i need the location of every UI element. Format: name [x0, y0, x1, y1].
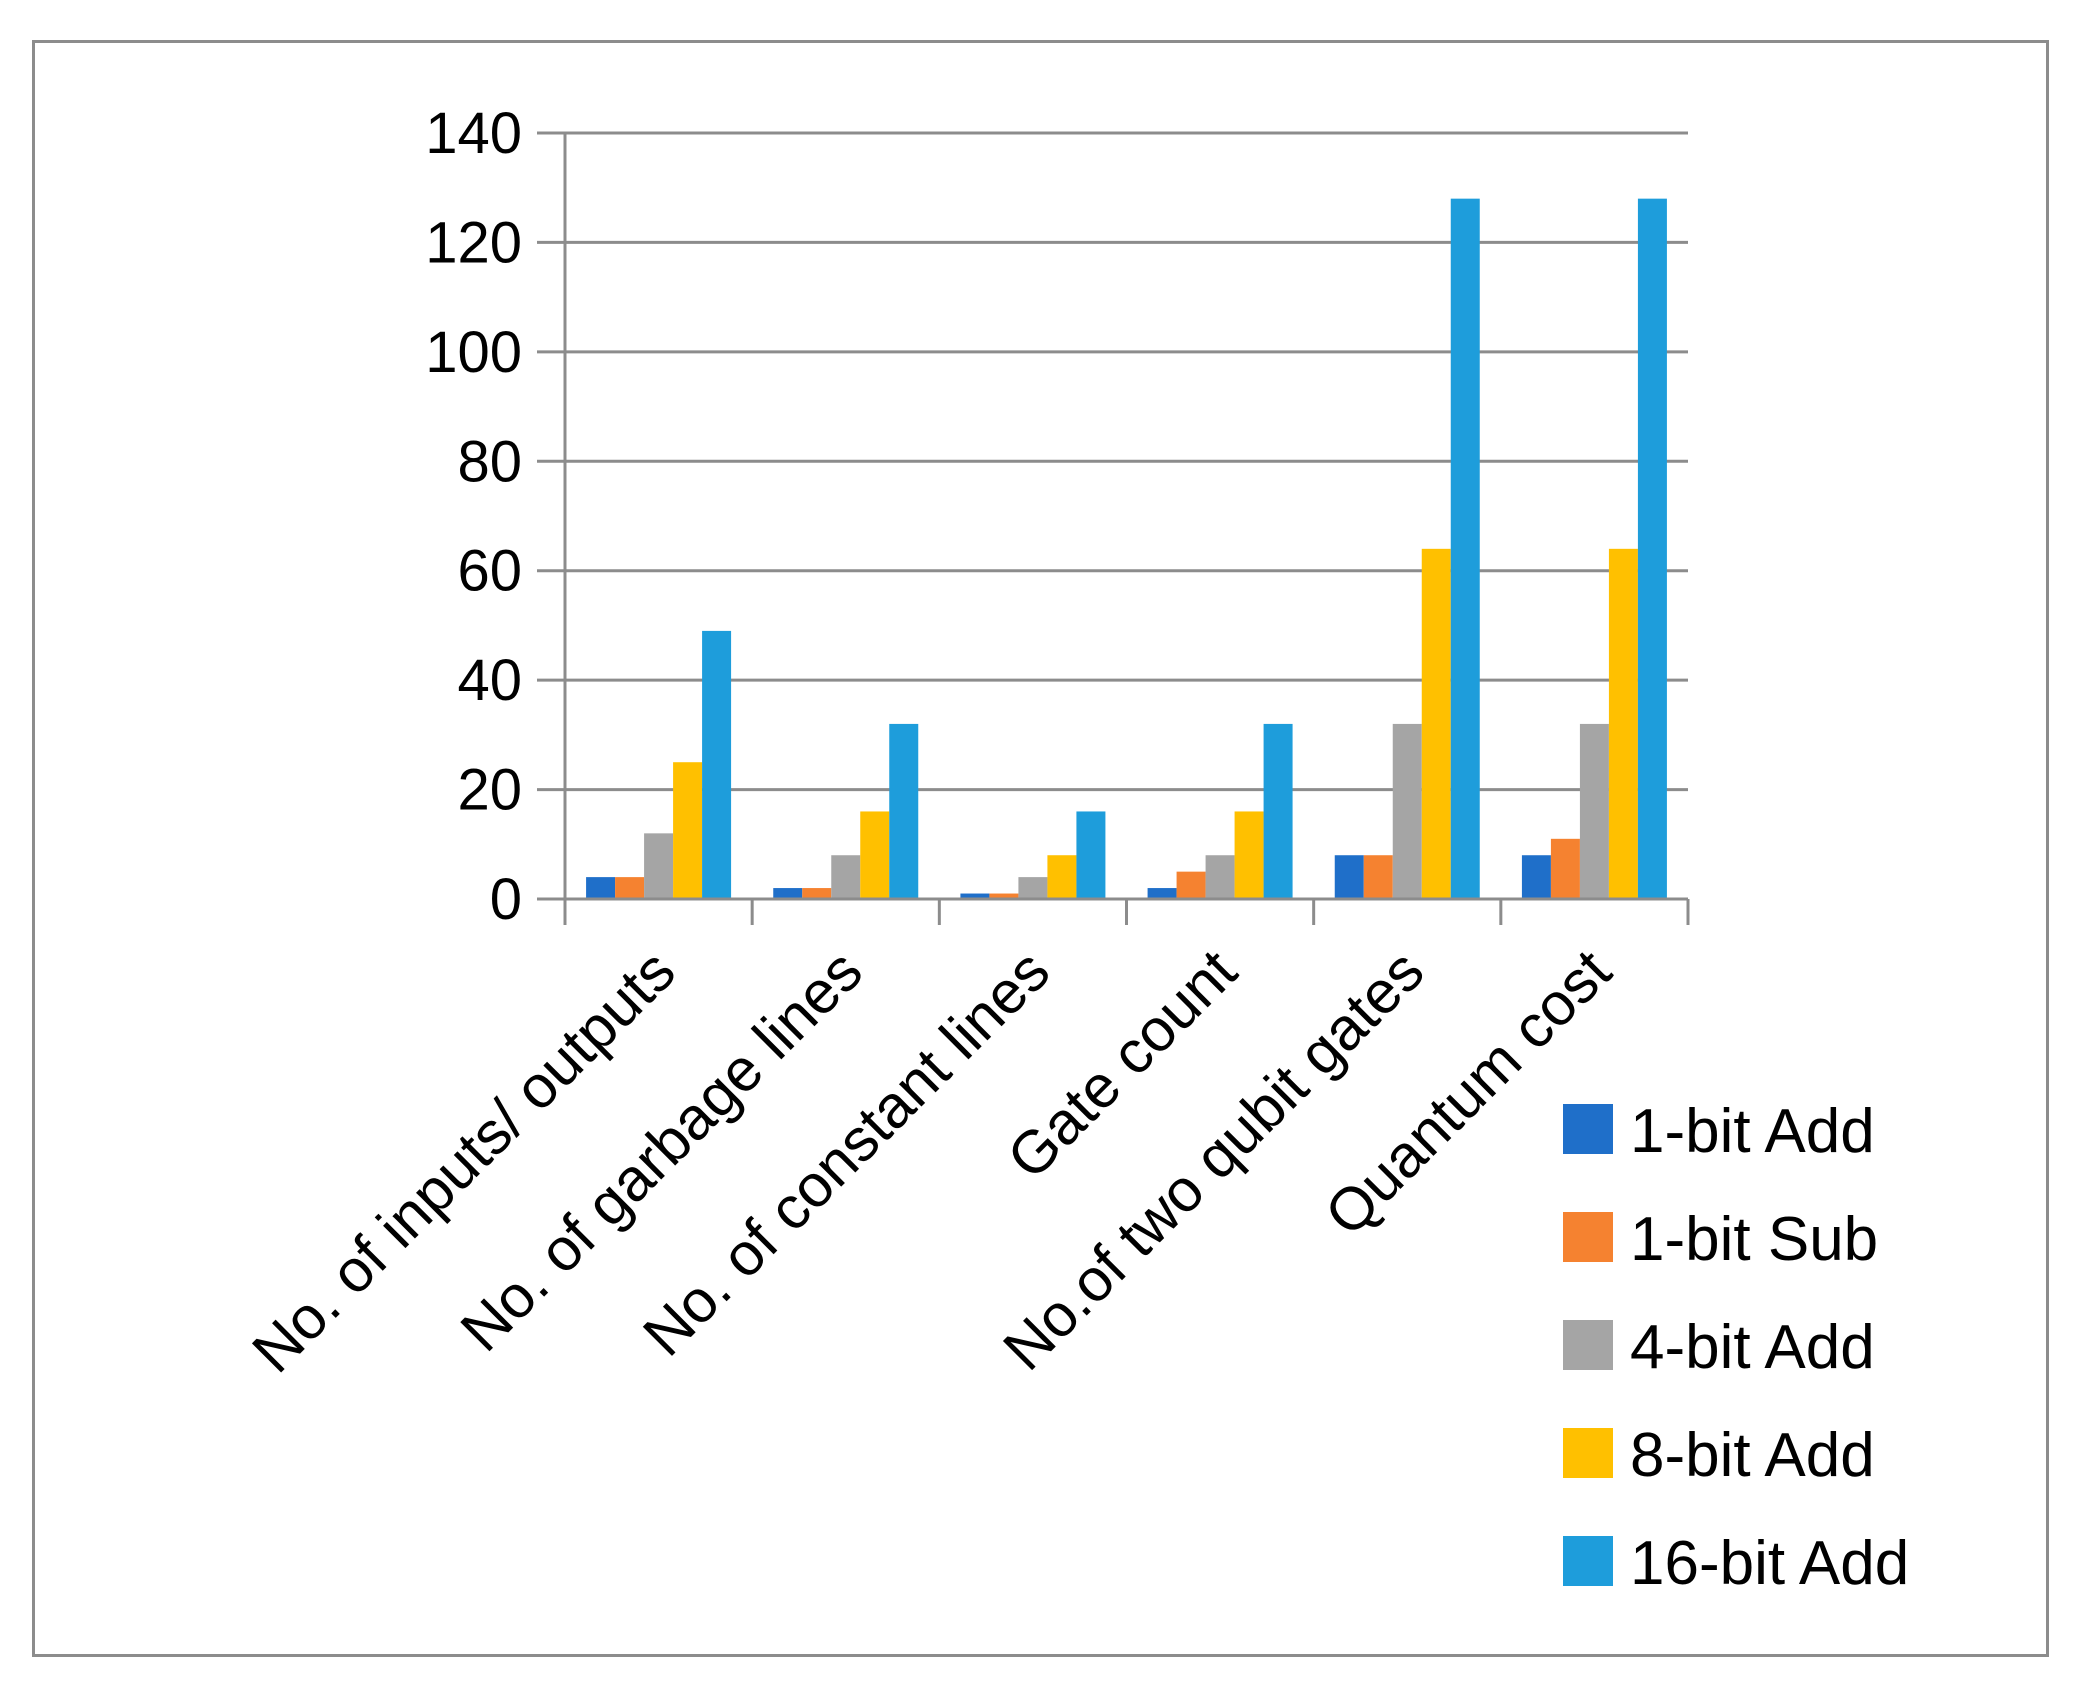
bar: [644, 833, 674, 899]
y-tick-labels: 0 20 40 60 80 100 120 140: [425, 101, 522, 932]
legend-label: 16-bit Add: [1630, 1529, 1909, 1598]
bar: [1421, 548, 1451, 899]
legend-label: 1-bit Add: [1630, 1097, 1875, 1166]
y-tick-label: 140: [425, 101, 522, 166]
bar: [889, 723, 919, 899]
bar: [1176, 871, 1206, 899]
bar: [615, 877, 645, 899]
bar: [860, 811, 890, 899]
legend: 1-bit Add 1-bit Sub 4-bit Add 8-bit Add 16-b…: [1563, 1097, 1909, 1598]
bar: [960, 893, 990, 899]
bar: [1147, 888, 1177, 899]
bar: [1637, 198, 1667, 899]
bar: [1263, 723, 1293, 899]
y-tick-label: 120: [425, 210, 522, 275]
legend-label: 1-bit Sub: [1630, 1205, 1878, 1274]
bar: [702, 630, 732, 899]
bar: [1234, 811, 1264, 899]
bar: [1450, 198, 1480, 899]
bar: [1047, 855, 1077, 899]
legend-swatch: [1563, 1212, 1613, 1262]
y-tick-label: 60: [457, 539, 522, 604]
bar: [1521, 855, 1551, 899]
y-tick-label: 40: [457, 648, 522, 713]
y-tick-label: 20: [457, 758, 522, 823]
bar: [1363, 855, 1393, 899]
bar: [1205, 855, 1235, 899]
legend-swatch: [1563, 1536, 1613, 1586]
legend-label: 4-bit Add: [1630, 1313, 1875, 1382]
bar: [1334, 855, 1364, 899]
legend-swatch: [1563, 1320, 1613, 1370]
bar: [1076, 811, 1106, 899]
legend-swatch: [1563, 1428, 1613, 1478]
axes: [537, 133, 1690, 925]
y-tick-label: 100: [425, 320, 522, 385]
bar: [1608, 548, 1638, 899]
bar: [1392, 723, 1422, 899]
chart-frame: [32, 40, 2049, 1657]
bar: [831, 855, 861, 899]
legend-label: 8-bit Add: [1630, 1421, 1875, 1490]
bar: [586, 877, 616, 899]
legend-swatch: [1563, 1104, 1613, 1154]
y-tick-label: 80: [457, 429, 522, 494]
bar: [1579, 723, 1609, 899]
y-tick-label: 0: [490, 867, 522, 932]
bar: [773, 888, 803, 899]
bar: [1550, 838, 1580, 899]
bar: [1018, 877, 1048, 899]
bars: [586, 198, 1667, 899]
bar: [989, 893, 1019, 899]
bar: [673, 762, 703, 899]
bar: [802, 888, 832, 899]
